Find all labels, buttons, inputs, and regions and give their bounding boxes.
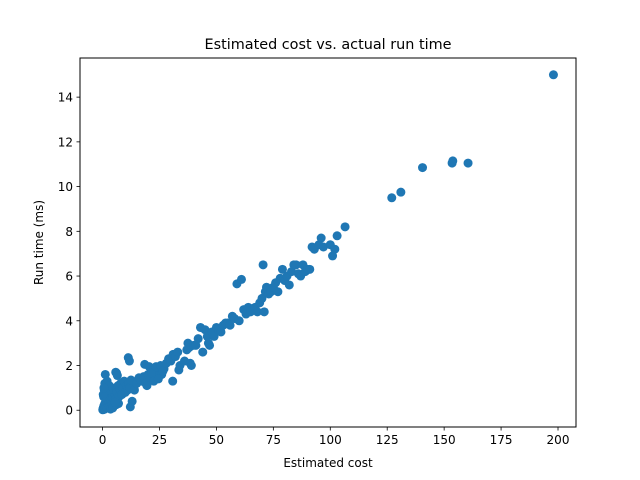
y-tick-label: 10 — [58, 180, 73, 194]
data-points — [98, 70, 558, 415]
scatter-point — [99, 383, 109, 393]
chart-title: Estimated cost vs. actual run time — [205, 37, 452, 53]
scatter-point — [234, 316, 244, 326]
scatter-point — [186, 361, 196, 370]
scatter-point — [463, 158, 473, 168]
scatter-point — [198, 347, 208, 357]
y-axis-label: Run time (ms) — [32, 200, 46, 285]
scatter-point — [284, 280, 294, 290]
scatter-point — [158, 366, 168, 376]
scatter-point — [277, 264, 287, 274]
x-tick-label: 0 — [99, 433, 107, 447]
plot-frame — [79, 57, 577, 428]
x-tick-label: 50 — [209, 433, 224, 447]
scatter-point — [252, 307, 262, 317]
scatter-point — [548, 70, 558, 80]
scatter-point — [318, 242, 328, 252]
scatter-point — [305, 264, 315, 274]
y-tick-label: 6 — [65, 270, 73, 284]
x-axis-ticks: 0 25 50 75 100 125 150 175 200 — [99, 427, 570, 447]
scatter-point — [418, 163, 428, 173]
scatter-point — [259, 307, 269, 317]
scatter-point — [127, 396, 137, 406]
scatter-point — [124, 356, 134, 366]
scatter-point — [258, 260, 268, 270]
y-tick-label: 4 — [65, 314, 73, 328]
x-tick-label: 125 — [376, 433, 399, 447]
y-tick-label: 14 — [58, 91, 73, 105]
scatter-point — [257, 293, 267, 303]
scatter-point — [225, 320, 235, 330]
scatter-point — [273, 287, 283, 297]
x-tick-label: 150 — [433, 433, 456, 447]
x-tick-label: 25 — [152, 433, 167, 447]
scatter-point — [168, 376, 178, 386]
scatter-point — [205, 340, 215, 350]
x-tick-label: 75 — [266, 433, 281, 447]
x-tick-label: 175 — [490, 433, 513, 447]
scatter-point — [330, 244, 340, 254]
scatter-point — [340, 222, 350, 232]
y-tick-label: 8 — [65, 225, 73, 239]
scatter-point — [142, 381, 152, 391]
scatter-point — [153, 374, 163, 384]
y-tick-label: 0 — [65, 404, 73, 418]
scatter-point — [236, 274, 246, 284]
y-tick-label: 2 — [65, 359, 73, 373]
scatter-point — [173, 347, 183, 357]
x-tick-label: 100 — [319, 433, 342, 447]
scatter-point — [147, 368, 157, 378]
scatter-point — [291, 260, 301, 270]
scatter-point — [112, 371, 122, 381]
scatter-point — [332, 231, 342, 241]
scatter-point — [396, 187, 406, 197]
y-tick-label: 12 — [58, 135, 73, 149]
scatter-point — [110, 397, 120, 407]
scatter-point — [316, 233, 326, 243]
scatter-point — [387, 193, 397, 203]
y-axis-ticks: 0 2 4 6 8 10 12 14 — [58, 91, 80, 418]
x-axis-label: Estimated cost — [283, 456, 373, 470]
x-tick-label: 200 — [547, 433, 570, 447]
scatter-point — [209, 331, 219, 341]
scatter-point — [193, 334, 203, 344]
scatter-point — [448, 156, 458, 166]
scatter-point — [98, 390, 108, 400]
